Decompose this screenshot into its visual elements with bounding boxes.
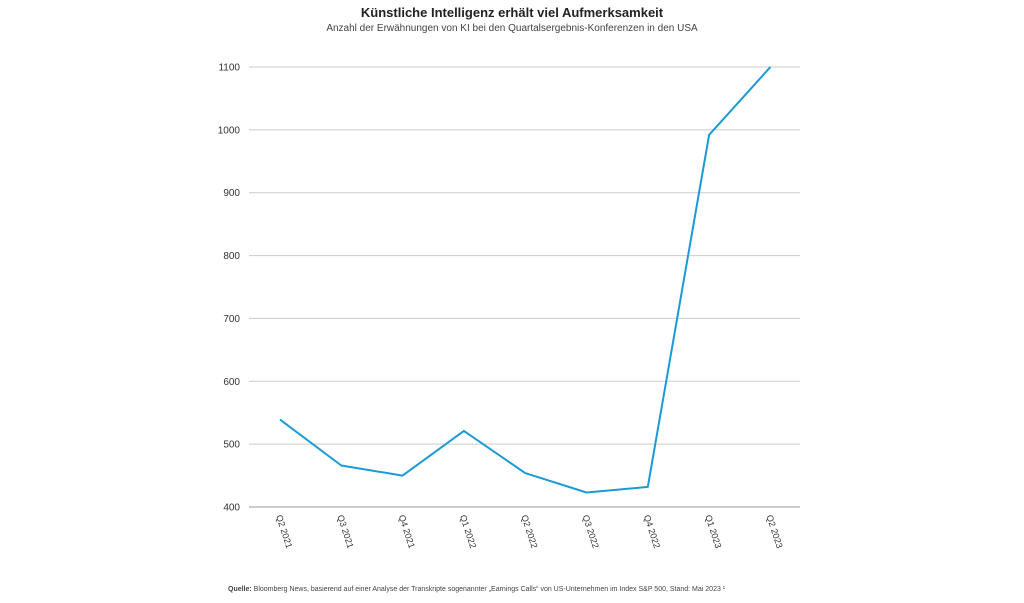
x-tick-label: Q4 2022: [642, 514, 662, 550]
x-tick-label: Q3 2022: [581, 514, 601, 550]
x-tick-label: Q1 2022: [458, 514, 478, 550]
x-tick-label: Q4 2021: [397, 514, 417, 550]
x-tick-label: Q2 2022: [519, 514, 539, 550]
x-tick-label: Q2 2023: [764, 514, 784, 550]
x-tick-label: Q3 2021: [335, 514, 355, 550]
y-tick-label: 500: [223, 440, 240, 451]
source-label: Quelle:: [228, 586, 252, 593]
x-tick-label: Q2 2021: [274, 514, 294, 550]
chart-subtitle: Anzahl der Erwähnungen von KI bei den Qu…: [326, 23, 698, 34]
series-layer: [279, 66, 772, 494]
y-tick-label: 600: [223, 377, 240, 388]
grid-lines: [249, 66, 800, 508]
series-line-0: [279, 66, 772, 494]
y-axis-ticks: 400 500 600 700 800 900 1000 1100: [218, 63, 241, 514]
source-note: Quelle: Bloomberg News, basierend auf ei…: [228, 586, 725, 593]
y-tick-label: 700: [223, 314, 240, 325]
source-text: Bloomberg News, basierend auf einer Anal…: [251, 586, 726, 593]
y-tick-label: 900: [223, 188, 240, 199]
y-tick-label: 400: [223, 503, 240, 514]
chart-title: Künstliche Intelligenz erhält viel Aufme…: [360, 5, 664, 20]
x-tick-label: Q1 2023: [703, 514, 723, 550]
y-tick-label: 800: [223, 251, 240, 262]
y-tick-label: 1100: [218, 63, 240, 74]
y-tick-label: 1000: [218, 125, 241, 136]
x-axis-ticks: Q2 2021 Q3 2021 Q4 2021 Q1 2022 Q2 2022 Q3 20…: [274, 514, 785, 550]
